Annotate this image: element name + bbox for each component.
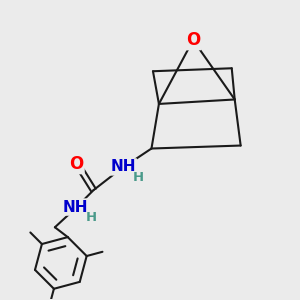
Text: NH: NH <box>110 159 136 174</box>
Text: H: H <box>86 211 97 224</box>
Text: O: O <box>69 155 83 173</box>
Text: O: O <box>186 31 200 49</box>
Text: H: H <box>133 171 144 184</box>
Text: NH: NH <box>63 200 88 214</box>
